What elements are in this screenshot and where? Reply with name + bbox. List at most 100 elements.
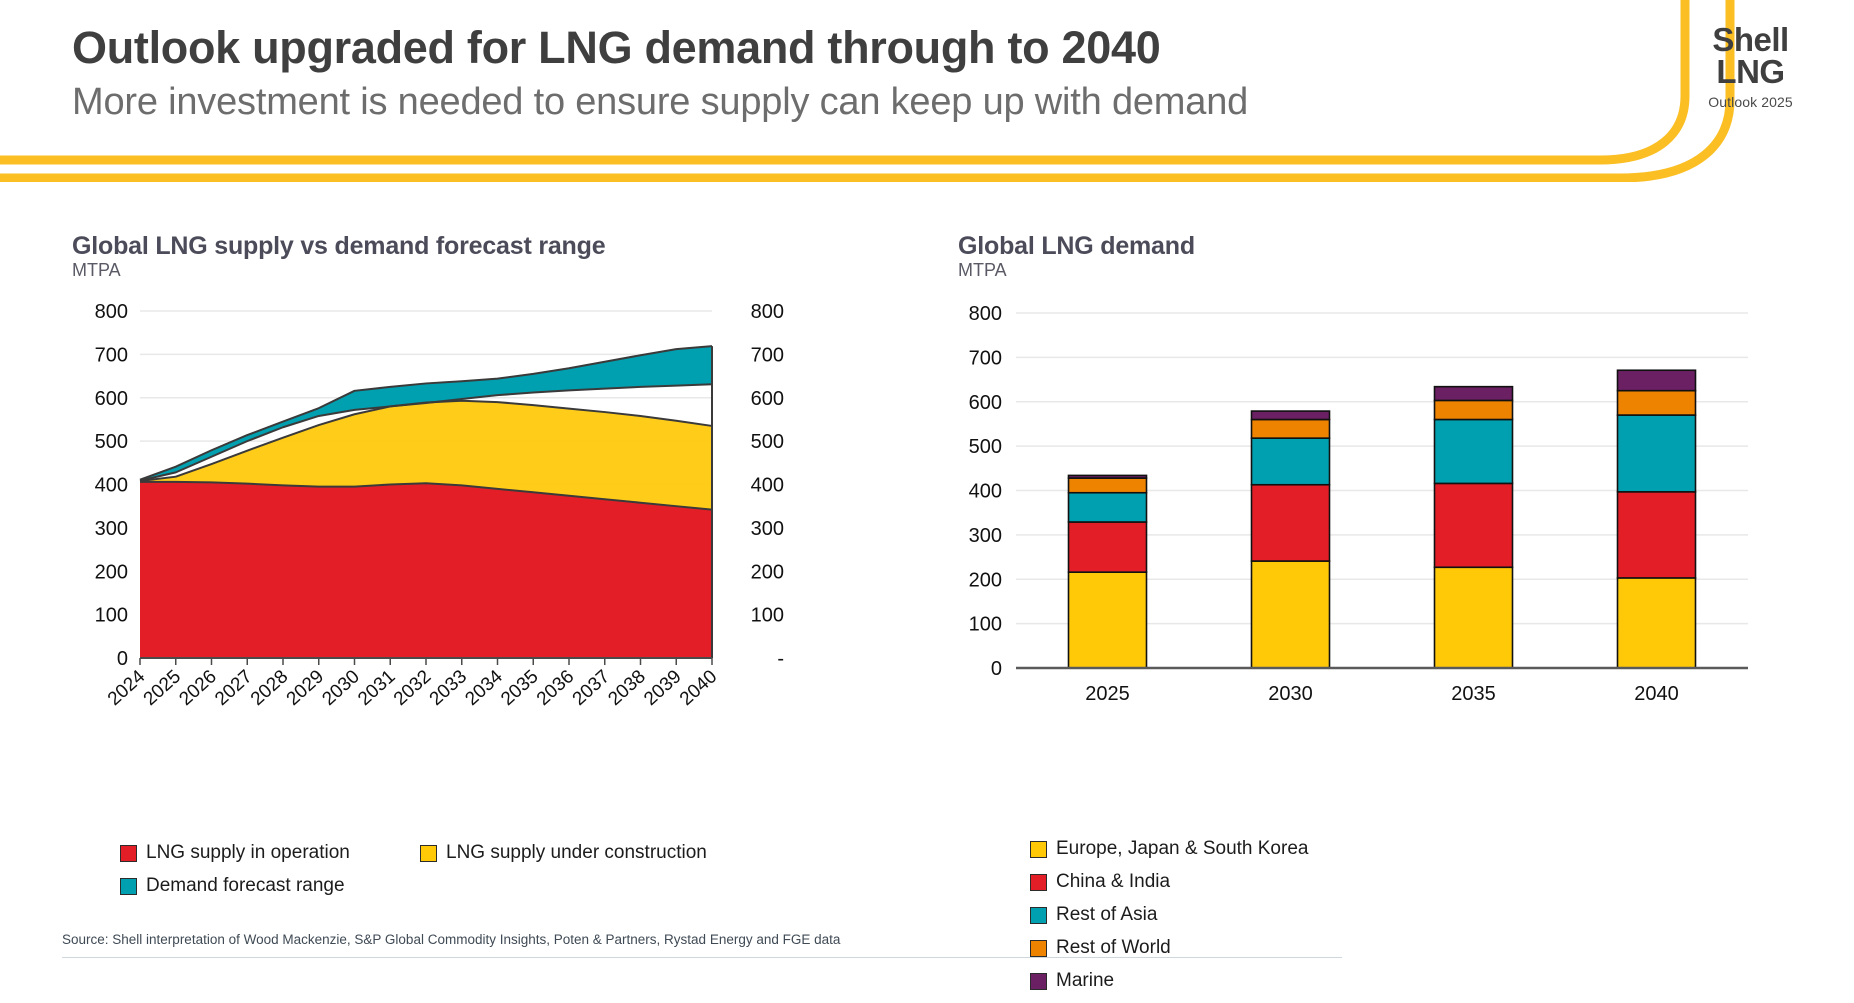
left-chart-ytick-left-500: 500 bbox=[95, 431, 128, 453]
left-chart-ytick-right-700: 700 bbox=[751, 344, 784, 366]
left-chart-xtick-2040: 2040 bbox=[676, 666, 721, 710]
shell-lng-logo: Shell LNG Outlook 2025 bbox=[1683, 21, 1818, 110]
right-chart-xtick-2040: 2040 bbox=[1634, 683, 1679, 705]
left-chart-ytick-left-300: 300 bbox=[95, 518, 128, 540]
bar-segment-2025-china-india bbox=[1067, 521, 1148, 573]
right-chart-xtick-2035: 2035 bbox=[1451, 683, 1496, 705]
legend-item-europe-japan-south-korea[interactable]: Europe, Japan & South Korea bbox=[1030, 838, 1390, 860]
left-chart-xtick-2032: 2032 bbox=[390, 666, 435, 710]
left-chart-ytick-right-800: 800 bbox=[751, 303, 784, 323]
left-chart-xtick-2038: 2038 bbox=[604, 666, 649, 710]
legend-label-rest-of-asia: Rest of Asia bbox=[1056, 904, 1158, 925]
right-chart-panel: Global LNG demand MTPA 0 100 200 300 400 500 6… bbox=[958, 232, 1778, 763]
logo-shell-text: Shell bbox=[1712, 21, 1789, 58]
left-chart-title: Global LNG supply vs demand forecast ran… bbox=[72, 232, 606, 260]
legend-label-europe-japan-south-korea: Europe, Japan & South Korea bbox=[1056, 838, 1309, 859]
right-chart-ytick-300: 300 bbox=[969, 525, 1002, 547]
bar-segment-2040-china-india bbox=[1616, 491, 1697, 579]
left-chart-legend: LNG supply in operation LNG supply under … bbox=[120, 842, 880, 908]
legend-item-marine[interactable]: Marine bbox=[1030, 970, 1390, 992]
left-chart-ytick-right-500: 500 bbox=[751, 431, 784, 453]
left-chart-xtick-2026: 2026 bbox=[175, 666, 220, 710]
right-chart-xtick-2030: 2030 bbox=[1268, 683, 1313, 705]
legend-swatch-europe-japan-south-korea bbox=[1030, 840, 1047, 858]
legend-swatch-lng-supply-in-operation bbox=[120, 844, 137, 862]
bar-segment-2035-china-india bbox=[1433, 482, 1514, 569]
left-chart-xtick-2028: 2028 bbox=[247, 666, 292, 710]
area-outline-3 bbox=[139, 345, 713, 481]
bar-segment-2025-rest-of-asia bbox=[1067, 491, 1148, 523]
legend-label-lng-supply-in-operation: LNG supply in operation bbox=[146, 842, 350, 863]
right-chart-xtick-2025: 2025 bbox=[1085, 683, 1130, 705]
bar-segment-2040-rest-of-asia bbox=[1616, 414, 1697, 493]
bar-segment-2025-marine bbox=[1067, 474, 1148, 479]
right-chart-ytick-0: 0 bbox=[991, 658, 1002, 680]
left-chart-ytick-right-200: 200 bbox=[751, 561, 784, 583]
left-chart-xtick-2035: 2035 bbox=[497, 666, 542, 710]
legend-swatch-demand-forecast-range bbox=[120, 877, 137, 895]
right-chart-legend: Europe, Japan & South Korea China & India… bbox=[1030, 838, 1730, 1003]
legend-label-rest-of-world: Rest of World bbox=[1056, 937, 1171, 958]
legend-label-demand-forecast-range: Demand forecast range bbox=[146, 875, 345, 896]
bar-segment-2035-rest-of-asia bbox=[1433, 418, 1514, 485]
bar-segment-2030-china-india bbox=[1250, 483, 1331, 562]
left-chart-ytick-left-100: 100 bbox=[95, 605, 128, 627]
legend-label-china-india: China & India bbox=[1056, 871, 1171, 892]
bar-segment-2025-rest-of-world bbox=[1067, 477, 1148, 494]
area-lng-supply-in-operation bbox=[140, 481, 712, 658]
left-chart-xtick-2037: 2037 bbox=[569, 666, 614, 710]
left-chart-ytick-left-400: 400 bbox=[95, 475, 128, 497]
bar-segment-2030-marine bbox=[1250, 410, 1331, 421]
legend-item-rest-of-asia[interactable]: Rest of Asia bbox=[1030, 904, 1390, 926]
left-chart-xtick-2031: 2031 bbox=[354, 666, 399, 710]
legend-swatch-marine bbox=[1030, 972, 1047, 990]
bar-segment-2040-europe-japan-south-korea bbox=[1616, 577, 1697, 669]
left-chart-ytick-left-800: 800 bbox=[95, 303, 128, 323]
legend-item-lng-supply-in-operation[interactable]: LNG supply in operation bbox=[120, 842, 420, 864]
page-subtitle: More investment is needed to ensure supp… bbox=[72, 80, 1249, 123]
bar-segment-2030-europe-japan-south-korea bbox=[1250, 560, 1331, 669]
left-chart-ytick-left-600: 600 bbox=[95, 388, 128, 410]
legend-item-china-india[interactable]: China & India bbox=[1030, 871, 1390, 893]
legend-label-lng-supply-under-construction: LNG supply under construction bbox=[446, 842, 707, 863]
left-chart-xtick-2034: 2034 bbox=[461, 666, 507, 710]
legend-item-rest-of-world[interactable]: Rest of World bbox=[1030, 937, 1390, 959]
area-demand-forecast-range bbox=[140, 346, 712, 481]
bar-segment-2035-rest-of-world bbox=[1433, 399, 1514, 421]
legend-item-demand-forecast-range[interactable]: Demand forecast range bbox=[120, 875, 420, 897]
page-title: Outlook upgraded for LNG demand through … bbox=[72, 22, 1161, 73]
right-chart-ytick-600: 600 bbox=[969, 392, 1002, 414]
left-chart-ytick-left-200: 200 bbox=[95, 561, 128, 583]
global-lng-demand-chart: 0 100 200 300 400 500 600 700 800 2025 2030 2035 204… bbox=[958, 303, 1778, 763]
left-chart-ytick-left-0: 0 bbox=[117, 648, 128, 670]
left-chart-xtick-2027: 2027 bbox=[211, 666, 256, 710]
bar-segment-2035-europe-japan-south-korea bbox=[1433, 566, 1514, 669]
area-outline-2 bbox=[139, 383, 713, 482]
left-chart-xtick-2024: 2024 bbox=[104, 666, 150, 710]
logo-lng-text: LNG bbox=[1716, 53, 1785, 91]
right-chart-ytick-700: 700 bbox=[969, 347, 1002, 369]
logo-outlook-year: Outlook 2025 bbox=[1708, 93, 1793, 110]
header-text-block: Outlook upgraded for LNG demand through … bbox=[72, 22, 1248, 125]
left-chart-ytick-right-600: 600 bbox=[751, 388, 784, 410]
legend-swatch-china-india bbox=[1030, 873, 1047, 891]
source-note: Source: Shell interpretation of Wood Mac… bbox=[62, 932, 841, 947]
global-lng-demand-svg: 0 100 200 300 400 500 600 700 800 2025 2030 2035 204… bbox=[969, 303, 1748, 705]
left-chart-xtick-2030: 2030 bbox=[318, 666, 363, 710]
legend-item-lng-supply-under-construction[interactable]: LNG supply under construction bbox=[420, 842, 720, 864]
left-chart-ytick-left-700: 700 bbox=[95, 344, 128, 366]
left-chart-ytick-right-0: - bbox=[777, 648, 784, 670]
left-chart-ytick-right-100: 100 bbox=[751, 605, 784, 627]
legend-swatch-rest-of-asia bbox=[1030, 906, 1047, 924]
bar-segment-2040-rest-of-world bbox=[1616, 389, 1697, 416]
left-chart-xtick-2036: 2036 bbox=[533, 666, 578, 710]
legend-swatch-lng-supply-under-construction bbox=[420, 844, 437, 862]
left-chart-xtick-2039: 2039 bbox=[640, 666, 685, 710]
right-chart-ytick-100: 100 bbox=[969, 614, 1002, 636]
bar-segment-2030-rest-of-asia bbox=[1250, 437, 1331, 486]
area-outline-0 bbox=[140, 480, 713, 511]
bar-segment-2040-marine bbox=[1616, 369, 1697, 392]
left-chart-xtick-2033: 2033 bbox=[426, 666, 471, 710]
right-chart-unit: MTPA bbox=[958, 260, 1007, 280]
right-chart-ytick-800: 800 bbox=[969, 303, 1002, 325]
